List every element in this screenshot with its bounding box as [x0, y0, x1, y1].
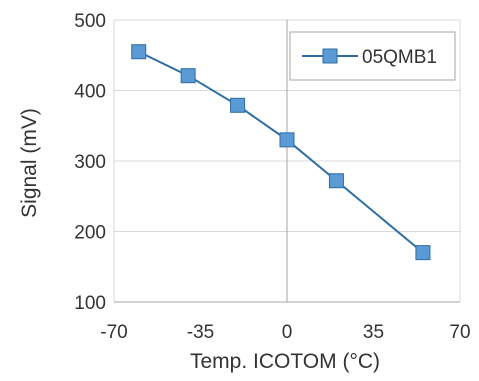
- data-point: [328, 173, 344, 189]
- data-point: [279, 132, 295, 148]
- tick-labels: 100 200 300 400 500 -70 -35 0 35 70: [74, 11, 470, 343]
- y-tick-label: 200: [74, 223, 106, 244]
- legend-marker: [322, 48, 338, 64]
- series-layer: [131, 44, 431, 261]
- data-point: [230, 97, 246, 113]
- x-tick-label: 35: [363, 322, 384, 343]
- data-point: [180, 68, 196, 84]
- legend: 05QMB1: [289, 31, 456, 81]
- axes: [114, 20, 460, 303]
- data-point: [415, 245, 431, 261]
- legend-label: 05QMB1: [362, 47, 437, 68]
- data-point: [131, 44, 147, 60]
- y-tick-label: 400: [74, 82, 106, 103]
- y-tick-label: 100: [74, 293, 106, 314]
- x-tick-label: 70: [449, 322, 470, 343]
- x-axis-title: Temp. ICOTOM (°C): [190, 350, 380, 373]
- x-tick-label: 0: [282, 322, 293, 343]
- y-tick-label: 300: [74, 152, 106, 173]
- y-tick-label: 500: [74, 11, 106, 32]
- x-tick-label: -70: [100, 322, 127, 343]
- series-line: [138, 50, 424, 254]
- y-axis-title: Signal (mV): [18, 108, 41, 218]
- x-tick-label: -35: [187, 322, 214, 343]
